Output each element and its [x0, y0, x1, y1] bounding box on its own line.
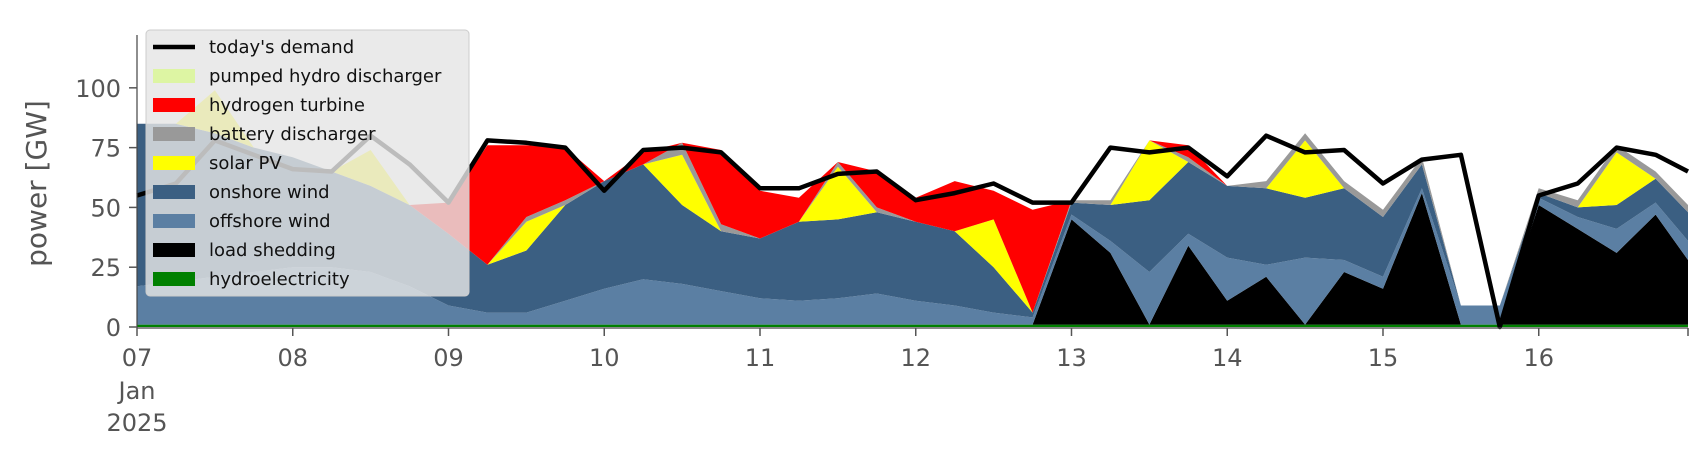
- area-offshore-wind: [137, 188, 1688, 325]
- area-hydrogen-turbine: [137, 90, 1688, 313]
- legend-label: onshore wind: [209, 182, 330, 203]
- x-tick-label: 07: [122, 344, 153, 372]
- x-tick-sublabel: 2025: [106, 409, 167, 437]
- x-tick-label: 14: [1212, 344, 1243, 372]
- legend-swatch: [153, 69, 195, 83]
- y-tick-label: 25: [90, 254, 121, 282]
- legend-label: today's demand: [209, 37, 354, 58]
- y-tick-label: 75: [90, 135, 121, 163]
- legend-swatch: [153, 243, 195, 257]
- y-tick-label: 50: [90, 194, 121, 222]
- legend-label: solar PV: [209, 153, 282, 174]
- x-tick-sublabel: Jan: [117, 377, 156, 405]
- x-tick-label: 12: [900, 344, 931, 372]
- legend-swatch: [153, 185, 195, 199]
- legend-swatch: [153, 214, 195, 228]
- legend-label: load shedding: [209, 240, 336, 261]
- area-load-shedding: [137, 193, 1688, 325]
- area-hydroelectricity: [137, 324, 1688, 327]
- stacked-areas: [137, 90, 1688, 327]
- x-tick-label: 10: [589, 344, 620, 372]
- legend-label: pumped hydro discharger: [209, 66, 442, 87]
- y-axis-label: power [GW]: [20, 100, 53, 267]
- area-onshore-wind: [137, 123, 1688, 318]
- legend-box: [145, 29, 470, 297]
- y-tick-label: 100: [75, 75, 121, 103]
- legend: today's demand pumped hydro discharger hyd…: [145, 29, 470, 297]
- x-tick-label: 09: [433, 344, 464, 372]
- axes: 0 25 50 75 100 07 Jan 2025 08 09 10 11 12 13 14 15 16: [75, 35, 1689, 437]
- legend-swatch: [153, 156, 195, 170]
- legend-label: offshore wind: [209, 211, 331, 232]
- legend-swatch: [153, 272, 195, 286]
- legend-swatch: [153, 98, 195, 112]
- x-tick-label: 11: [745, 344, 776, 372]
- area-battery-discharger: [137, 90, 1688, 313]
- y-tick-label: 0: [106, 314, 121, 342]
- x-tick-label: 13: [1056, 344, 1087, 372]
- x-tick-label: 16: [1523, 344, 1554, 372]
- legend-label: hydroelectricity: [209, 269, 350, 290]
- legend-label: hydrogen turbine: [209, 95, 365, 116]
- legend-label: battery discharger: [209, 124, 376, 145]
- legend-swatch: [153, 127, 195, 141]
- x-tick-label: 15: [1368, 344, 1399, 372]
- x-tick-label: 08: [277, 344, 308, 372]
